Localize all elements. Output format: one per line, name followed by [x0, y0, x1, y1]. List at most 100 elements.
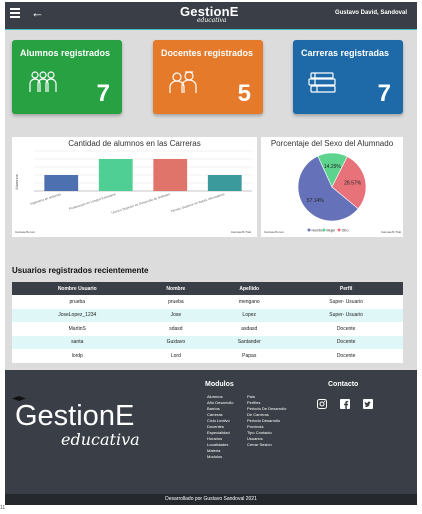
- card-alumnos[interactable]: Alumnos registrados 7: [12, 40, 122, 114]
- bar-chart-y-label: Alumnos: [14, 174, 19, 190]
- chart-credit: CanvasJS.com: [15, 230, 36, 234]
- app-page: ← GestionE educativa Gustavo David, Sand…: [5, 2, 417, 505]
- footer-module-link[interactable]: Alumnos: [207, 394, 223, 399]
- table-cell: mengano: [209, 295, 290, 309]
- pie-data-label: 14.29%: [324, 164, 342, 170]
- footer-module-link[interactable]: Periodo Desarrollo: [247, 418, 281, 423]
- facebook-icon[interactable]: [340, 399, 350, 409]
- table-header-row: Nombre Usuario Nombre Apellido Perfil: [12, 282, 403, 295]
- card-docentes[interactable]: Docentes registrados 5: [153, 40, 263, 114]
- twitter-icon[interactable]: [363, 399, 373, 409]
- table-cell: MartinS: [12, 322, 143, 336]
- pie-data-label: 28.57%: [344, 181, 362, 187]
- brand-logo[interactable]: GestionE: [180, 4, 239, 19]
- teachers-icon: [169, 71, 197, 93]
- column-header[interactable]: Nombre: [142, 282, 210, 295]
- pie-slice[interactable]: [297, 155, 359, 222]
- group-icon: [29, 71, 57, 92]
- legend-label[interactable]: Hombre: [312, 228, 325, 232]
- books-icon: [308, 72, 336, 93]
- footer-module-link[interactable]: Cerrar Sesion: [247, 442, 272, 447]
- legend-marker: [337, 228, 341, 232]
- card-count: 7: [96, 80, 110, 107]
- bar-chart-panel: Cantidad de alumnos en las Carreras Alum…: [12, 137, 257, 237]
- table-cell: prueba: [142, 295, 210, 309]
- footer-module-link[interactable]: Localidades: [207, 442, 229, 447]
- bar-chart: Alumnos Ingeniería en sistemas Profesorad…: [14, 150, 252, 215]
- table-cell: Super- Usuario: [289, 308, 403, 322]
- hamburger-menu-icon[interactable]: [10, 8, 20, 18]
- pie-slice[interactable]: [331, 156, 367, 210]
- card-count: 5: [237, 80, 251, 107]
- footer-module-link[interactable]: Año Desarrollo: [207, 400, 234, 405]
- card-title: Docentes registrados: [161, 48, 254, 58]
- column-header[interactable]: Nombre Usuario: [12, 282, 143, 295]
- bar-chart-title: Cantidad de alumnos en las Carreras: [68, 139, 201, 148]
- modules-column-1: Alumnos Año Desarrollo Barrios Carreras Cicl…: [207, 394, 245, 460]
- users-table: Nombre Usuario Nombre Apellido Perfil pr…: [12, 282, 403, 363]
- instagram-icon[interactable]: [317, 399, 327, 409]
- table-cell: Lord: [142, 349, 210, 363]
- chart-credit-trial: CanvasJS Trial: [380, 230, 401, 234]
- bar[interactable]: [44, 175, 79, 191]
- back-arrow-icon[interactable]: ←: [31, 5, 44, 20]
- footer-module-link[interactable]: Tipo Contacto: [247, 430, 272, 435]
- users-section-title: Usuarios registrados recientemente: [12, 266, 149, 275]
- x-tick-label: Técnico Superior en Desarrollo de Softwa…: [111, 192, 171, 215]
- footer-module-link[interactable]: Barrios: [207, 406, 220, 411]
- pie-chart-title: Porcentaje del Sexo del Alumnado: [270, 139, 394, 148]
- footer-logo-subtitle: educativa: [61, 430, 140, 449]
- column-header[interactable]: Perfil: [289, 282, 403, 295]
- footer-credit: Desarrollado por Gustavo Sandoval 2021: [165, 496, 257, 502]
- table-row[interactable]: MartinS sdasd asdasd Docente: [12, 322, 403, 336]
- footer-credit-bar: Desarrollado por Gustavo Sandoval 2021: [5, 494, 417, 505]
- footer-module-link[interactable]: Ciclo Lectivo: [207, 418, 230, 423]
- table-cell: Gustavo: [142, 335, 210, 349]
- table-row[interactable]: JoseLopez_1234 Jose Lopez Super- Usuario: [12, 308, 403, 322]
- card-count: 7: [377, 80, 391, 107]
- footer-module-link[interactable]: Horarios: [207, 436, 223, 441]
- table-cell: Docente: [289, 322, 403, 336]
- brand-subtitle: educativa: [197, 17, 227, 24]
- user-name[interactable]: Gustavo David, Sandoval: [334, 10, 407, 16]
- pie-data-label: 57.14%: [307, 198, 325, 204]
- contact-title: Contacto: [328, 381, 359, 388]
- legend-marker: [322, 228, 326, 232]
- table-row[interactable]: prueba prueba mengano Super- Usuario: [12, 295, 403, 309]
- table-cell: prueba: [12, 295, 143, 309]
- table-cell: sdasd: [142, 322, 210, 336]
- footer-module-link[interactable]: Carreras: [207, 412, 223, 417]
- footer-module-link[interactable]: Docentes: [207, 424, 224, 429]
- footer-module-link[interactable]: Materia: [207, 448, 221, 453]
- page-number: 11: [0, 505, 6, 511]
- footer-module-link[interactable]: Periodo De Desarrollo De Carreras: [247, 406, 287, 417]
- footer-logo: GestionE: [15, 400, 135, 432]
- card-title: Alumnos registrados: [20, 48, 111, 58]
- top-navbar: ← GestionE educativa Gustavo David, Sand…: [5, 2, 417, 30]
- column-header[interactable]: Apellido: [209, 282, 290, 295]
- bar[interactable]: [207, 175, 242, 191]
- bar[interactable]: [153, 159, 188, 191]
- table-cell: Docente: [289, 335, 403, 349]
- legend-label[interactable]: Otro: [342, 228, 349, 232]
- table-row[interactable]: santa Gustavo Santander Docente: [12, 335, 403, 349]
- footer-module-link[interactable]: Usuarios: [247, 436, 263, 441]
- table-cell: Papas: [209, 349, 290, 363]
- table-cell: asdasd: [209, 322, 290, 336]
- chart-credit: CanvasJS.com: [264, 230, 285, 234]
- footer-module-link[interactable]: Modulos: [207, 454, 223, 459]
- legend-label[interactable]: Mujer: [327, 228, 337, 232]
- footer-module-link[interactable]: Perfiles: [247, 400, 261, 405]
- footer-module-link[interactable]: País: [247, 394, 256, 399]
- footer-module-link[interactable]: Provincia: [247, 424, 264, 429]
- pie-chart-panel: Porcentaje del Sexo del Alumnado 57.14% 1…: [261, 137, 403, 237]
- table-cell: Santander: [209, 335, 290, 349]
- table-row[interactable]: lordp Lord Papas Docente: [12, 349, 403, 363]
- pie-chart: 57.14% 14.29% 28.57% Hombre Mujer Otro: [297, 152, 367, 232]
- card-carreras[interactable]: Carreras registradas 7: [293, 40, 403, 114]
- bar[interactable]: [98, 159, 133, 191]
- modules-column-2: País Perfiles Periodo De Desarrollo De Car…: [247, 394, 287, 448]
- footer: GestionE educativa Modulos Alumnos Año De…: [5, 370, 417, 494]
- footer-module-link[interactable]: Especialidad: [207, 430, 230, 435]
- graduation-cap-icon: [12, 396, 26, 401]
